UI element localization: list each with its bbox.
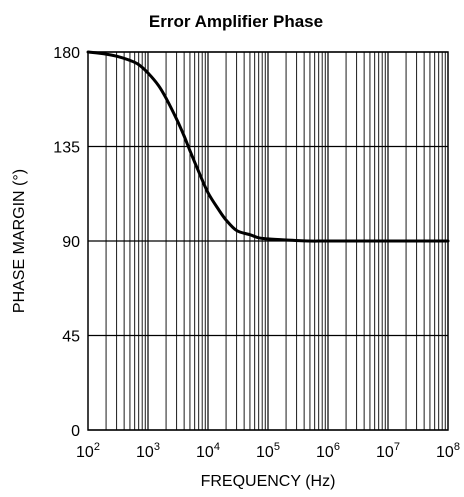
x-tick-label: 103: [136, 441, 160, 461]
y-tick-labels: 0 45 90 135 180: [53, 45, 80, 440]
x-tick-exponent: 2: [94, 441, 100, 453]
y-tick-label: 180: [53, 45, 80, 62]
y-tick-label: 90: [62, 234, 80, 251]
y-tick-label: 135: [53, 140, 80, 157]
x-tick-base: 10: [256, 444, 274, 461]
y-axis-label: PHASE MARGIN (°): [11, 169, 28, 313]
x-tick-label: 106: [316, 441, 340, 461]
x-tick-exponent: 4: [214, 441, 220, 453]
x-tick-label: 108: [436, 441, 460, 461]
x-tick-exponent: 5: [274, 441, 280, 453]
x-tick-label: 107: [376, 441, 400, 461]
x-tick-base: 10: [76, 444, 94, 461]
x-tick-base: 10: [376, 444, 394, 461]
series-layer: [86, 50, 450, 243]
x-tick-label: 104: [196, 441, 220, 461]
y-tick-label: 0: [71, 423, 80, 440]
x-axis-label: FREQUENCY (Hz): [201, 473, 336, 490]
chart-title: Error Amplifier Phase: [149, 12, 323, 31]
x-tick-exponent: 6: [334, 441, 340, 453]
x-tick-base: 10: [136, 444, 154, 461]
y-tick-label: 45: [62, 329, 80, 346]
x-tick-exponent: 7: [394, 441, 400, 453]
x-tick-base: 10: [436, 444, 454, 461]
x-tick-label: 105: [256, 441, 280, 461]
x-tick-base: 10: [316, 444, 334, 461]
x-tick-exponent: 8: [454, 441, 460, 453]
x-tick-exponent: 3: [154, 441, 160, 453]
series-line: [86, 50, 450, 243]
x-tick-label: 102: [76, 441, 100, 461]
grid: [88, 51, 448, 431]
x-tick-base: 10: [196, 444, 214, 461]
x-tick-labels: 102 103 104 105 106 107 108: [76, 441, 460, 461]
